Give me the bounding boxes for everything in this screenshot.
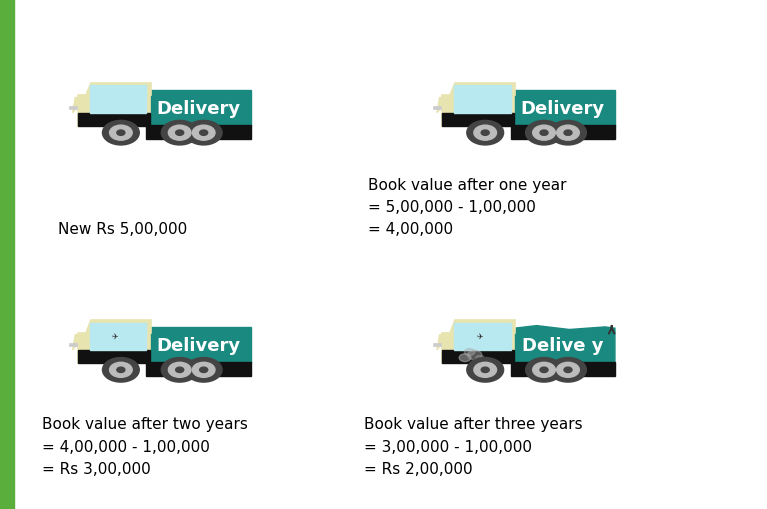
Circle shape [474, 126, 496, 141]
Circle shape [176, 131, 184, 136]
Circle shape [481, 131, 489, 136]
Bar [78, 96, 150, 126]
Bar [0, 0, 14, 509]
Circle shape [540, 367, 548, 373]
Circle shape [193, 362, 215, 378]
Circle shape [476, 356, 485, 362]
Circle shape [110, 126, 132, 141]
Bar [511, 362, 615, 376]
Circle shape [186, 121, 222, 146]
Circle shape [533, 362, 555, 378]
Bar [69, 343, 77, 347]
Bar [454, 86, 511, 114]
Circle shape [103, 358, 139, 382]
Circle shape [467, 121, 503, 146]
Bar [454, 323, 511, 350]
Polygon shape [86, 84, 151, 96]
Polygon shape [437, 335, 442, 350]
Circle shape [468, 351, 482, 360]
Circle shape [550, 121, 586, 146]
Bar [146, 362, 251, 376]
Circle shape [467, 358, 503, 382]
Bar [442, 96, 514, 126]
Circle shape [550, 358, 586, 382]
Circle shape [169, 362, 191, 378]
Circle shape [533, 126, 555, 141]
Bar [442, 114, 514, 126]
Circle shape [199, 367, 208, 373]
Circle shape [525, 358, 562, 382]
Text: New Rs 5,00,000: New Rs 5,00,000 [58, 222, 187, 237]
Circle shape [176, 367, 184, 373]
Circle shape [117, 367, 125, 373]
Polygon shape [73, 98, 78, 114]
Bar [78, 114, 150, 126]
Text: Book value after two years
= 4,00,000 - 1,00,000
= Rs 3,00,000: Book value after two years = 4,00,000 - … [42, 417, 248, 476]
Polygon shape [86, 321, 151, 333]
Circle shape [557, 362, 579, 378]
Polygon shape [73, 335, 78, 350]
Polygon shape [450, 84, 515, 96]
Circle shape [169, 126, 191, 141]
Bar [146, 126, 251, 139]
Circle shape [564, 131, 572, 136]
Bar [511, 91, 615, 126]
Circle shape [110, 362, 132, 378]
Circle shape [557, 126, 579, 141]
Bar [146, 91, 251, 126]
Text: Delive y: Delive y [522, 336, 604, 354]
Bar [90, 86, 146, 114]
Circle shape [525, 121, 562, 146]
Bar [69, 106, 77, 110]
Circle shape [474, 362, 496, 378]
Circle shape [193, 126, 215, 141]
Bar [433, 106, 441, 110]
Circle shape [564, 367, 572, 373]
Circle shape [540, 131, 548, 136]
Text: Delivery: Delivery [156, 100, 241, 118]
Text: Book value after three years
= 3,00,000 - 1,00,000
= Rs 2,00,000: Book value after three years = 3,00,000 … [364, 417, 583, 476]
Bar [78, 333, 150, 363]
Circle shape [161, 358, 198, 382]
Text: Book value after one year
= 5,00,000 - 1,00,000
= 4,00,000: Book value after one year = 5,00,000 - 1… [368, 178, 567, 237]
Polygon shape [437, 98, 442, 114]
Text: ✈: ✈ [112, 331, 118, 340]
Circle shape [464, 349, 475, 356]
Text: ✈: ✈ [476, 331, 482, 340]
Bar [442, 350, 514, 363]
Polygon shape [511, 326, 615, 363]
Bar [146, 328, 251, 363]
Bar [78, 350, 150, 363]
Bar [433, 343, 441, 347]
Polygon shape [450, 321, 515, 333]
Bar [442, 333, 514, 363]
Circle shape [199, 131, 208, 136]
Circle shape [459, 354, 471, 362]
Bar [511, 126, 615, 139]
Text: Delivery: Delivery [521, 100, 605, 118]
Circle shape [481, 367, 489, 373]
Circle shape [103, 121, 139, 146]
Bar [90, 323, 146, 350]
Circle shape [117, 131, 125, 136]
Circle shape [186, 358, 222, 382]
Circle shape [161, 121, 198, 146]
Text: Delivery: Delivery [156, 336, 241, 354]
